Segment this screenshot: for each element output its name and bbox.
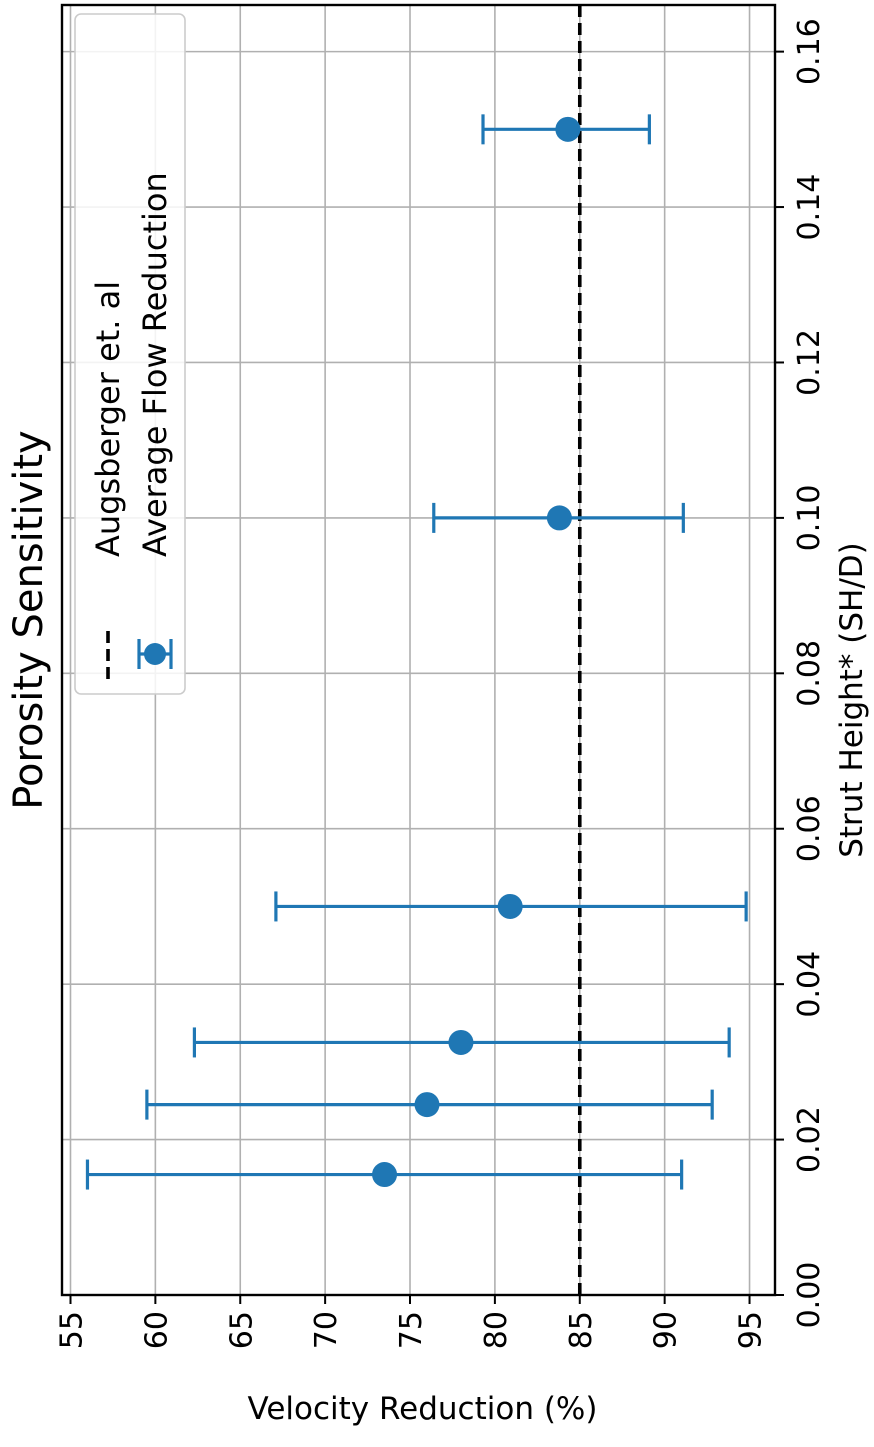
legend-box bbox=[74, 13, 186, 695]
data-point bbox=[555, 116, 581, 142]
x-tick-label: 0.04 bbox=[792, 951, 827, 1018]
y-tick-label: 95 bbox=[734, 1311, 769, 1349]
x-tick-label: 0.02 bbox=[792, 1106, 827, 1173]
x-tick-label: 0.00 bbox=[792, 1262, 827, 1329]
y-tick-label: 75 bbox=[394, 1311, 429, 1349]
legend-data-point bbox=[144, 643, 166, 665]
x-tick-label: 0.10 bbox=[792, 484, 827, 551]
chart-rotated-group: 0.00 0.02 0.04 0.06 0.08 0.10 0.12 0.14 0.16 95 90… bbox=[6, 3, 870, 1427]
data-point bbox=[546, 505, 572, 531]
y-tick-label: 85 bbox=[564, 1311, 599, 1349]
y-tick-label: 80 bbox=[479, 1311, 514, 1349]
marks bbox=[85, 5, 748, 1295]
x-tick-label: 0.12 bbox=[792, 329, 827, 396]
plot-frame bbox=[60, 3, 777, 1297]
chart-title: Porosity Sensitivity bbox=[6, 430, 52, 809]
data-point bbox=[448, 1029, 474, 1055]
x-tick-label: 0.06 bbox=[792, 795, 827, 862]
y-tick-label: 60 bbox=[139, 1311, 174, 1349]
x-tick-label: 0.08 bbox=[792, 640, 827, 707]
y-tick-label: 90 bbox=[649, 1311, 684, 1349]
legend: Augsberger et. al Average Flow Reduction bbox=[74, 13, 186, 695]
y-axis-label: Velocity Reduction (%) bbox=[248, 1391, 598, 1427]
data-point bbox=[497, 893, 523, 919]
x-tick-label: 0.14 bbox=[792, 174, 827, 241]
y-tick-label: 65 bbox=[224, 1311, 259, 1349]
x-axis-label: Strut Height* (SH/D) bbox=[834, 542, 870, 858]
ticks: 0.00 0.02 0.04 0.06 0.08 0.10 0.12 0.14 0.16 95 90… bbox=[54, 18, 827, 1349]
x-tick-label: 0.16 bbox=[792, 18, 827, 85]
y-tick-label: 55 bbox=[54, 1311, 89, 1349]
legend-entry-average-flow-reduction: Average Flow Reduction bbox=[136, 172, 174, 557]
y-tick-label: 70 bbox=[309, 1311, 344, 1349]
legend-entry-augsberger: Augsberger et. al bbox=[89, 281, 127, 557]
data-point bbox=[414, 1092, 440, 1118]
data-point bbox=[372, 1162, 398, 1188]
legend-errorbar-marker bbox=[137, 639, 173, 669]
